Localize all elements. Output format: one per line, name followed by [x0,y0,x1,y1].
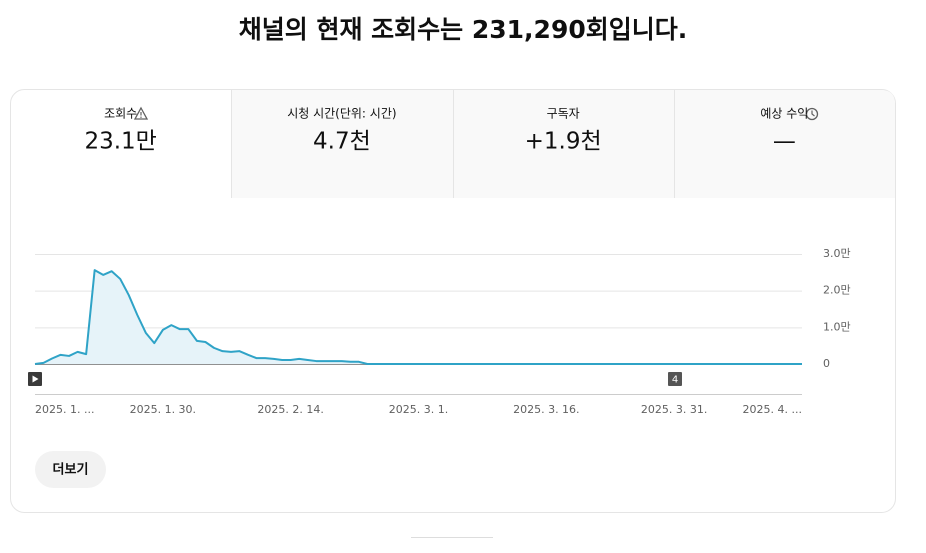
x-tick-label: 2025. 1. 30. [130,403,196,416]
tab-label: 예상 수익 [760,107,808,121]
more-button-label: 더보기 [53,462,89,478]
x-tick-label: 2025. 1. ... [35,403,94,416]
x-tick-label: 2025. 3. 16. [513,403,579,416]
x-tick-label: 2025. 3. 1. [389,403,448,416]
y-tick-label: 0 [823,357,830,370]
more-button[interactable] [35,451,106,488]
tab-label: 시청 시간(단위: 시간) [287,107,396,121]
tab-value: — [773,129,796,155]
x-tick-label: 2025. 2. 14. [257,403,323,416]
warning-icon [133,106,149,120]
line [34,269,802,365]
x-tick-label: 2025. 4. ... [743,403,802,416]
tab-value: +1.9천 [525,129,602,155]
y-tick-label: 3.0만 [823,247,851,260]
area [35,270,802,364]
tab-value: 4.7천 [313,129,371,155]
y-tick-label: 2.0만 [823,284,851,297]
x-tick-label: 2025. 3. 31. [641,403,707,416]
page-title: 채널의 현재 조회수는 231,290회입니다. [239,15,687,44]
tab-value: 23.1만 [84,129,156,155]
annotation-label: 4 [672,375,678,386]
y-tick-label: 1.0만 [823,320,851,333]
tab-label: 조회수 [104,107,137,121]
tab-background [232,90,895,198]
play-icon [32,375,39,383]
tab-label: 구독자 [547,107,580,121]
clock-icon [805,107,819,121]
annotation-marker[interactable] [668,372,682,386]
